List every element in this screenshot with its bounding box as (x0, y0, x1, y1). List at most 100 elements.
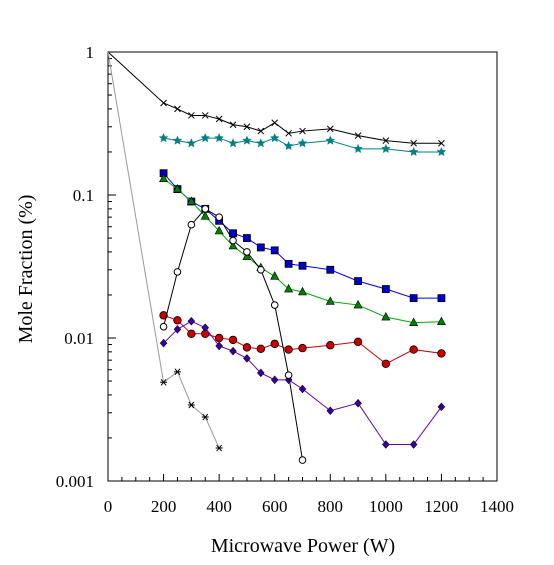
y-tick-label: 1 (86, 43, 95, 62)
data-point (271, 119, 279, 127)
data-point (382, 137, 390, 144)
x-tick-label: 600 (262, 497, 288, 516)
data-point (201, 205, 210, 213)
y-tick-label: 0.1 (73, 186, 94, 205)
data-point (381, 285, 390, 293)
data-point (229, 229, 237, 238)
data-point (172, 135, 183, 145)
data-point (353, 299, 363, 309)
y-axis-title: Mole Fraction (%) (15, 195, 37, 344)
x-tick-label: 1400 (480, 497, 514, 516)
data-point (228, 138, 238, 148)
data-point (255, 138, 266, 148)
data-point (437, 349, 446, 358)
data-point (284, 345, 293, 354)
data-point (283, 140, 294, 151)
data-point (242, 135, 252, 145)
data-point (201, 112, 209, 119)
data-point (215, 115, 223, 123)
data-point (269, 132, 280, 143)
data-point (215, 341, 223, 351)
data-point (187, 401, 195, 409)
x-tick-label: 800 (318, 497, 344, 516)
data-point (243, 354, 251, 363)
data-point (298, 384, 307, 394)
data-point (438, 139, 445, 147)
data-point (325, 296, 335, 305)
plot-area: 0 200 400 600 800 1000 1200 1400 1 0.1 0.01 0.001 (56, 43, 514, 516)
data-point (214, 333, 224, 343)
data-point (160, 99, 167, 107)
data-point (409, 317, 419, 326)
data-point (270, 339, 279, 349)
data-point (299, 127, 306, 135)
data-point (173, 268, 182, 276)
data-point (160, 378, 168, 386)
data-point (437, 294, 446, 303)
data-point (298, 456, 307, 464)
data-point (284, 259, 293, 268)
data-point (158, 132, 169, 143)
data-point (326, 125, 334, 133)
x-tick-label: 1000 (369, 497, 403, 516)
data-point (214, 132, 225, 143)
data-point (298, 261, 307, 270)
data-point (159, 322, 168, 331)
data-point (270, 301, 279, 309)
data-point (201, 413, 209, 421)
x-axis-title: Microwave Power (W) (211, 535, 395, 557)
data-point (325, 135, 336, 145)
y-tick-label: 0.001 (56, 472, 94, 491)
data-point (200, 211, 210, 220)
data-point (174, 105, 181, 113)
data-point (354, 398, 362, 408)
data-point (187, 316, 196, 326)
data-point (285, 129, 292, 137)
data-point (437, 402, 446, 412)
x-tick-label: 400 (206, 497, 232, 516)
data-point (173, 368, 181, 376)
series-line (163, 172, 442, 299)
y-tick-label: 0.01 (64, 329, 94, 348)
data-point (409, 294, 418, 303)
data-point (354, 277, 362, 285)
data-point (200, 132, 211, 143)
data-point (188, 112, 195, 119)
data-point (353, 337, 363, 347)
data-point (297, 138, 308, 148)
data-point (159, 173, 169, 183)
data-point (270, 375, 279, 385)
data-point (409, 440, 418, 449)
data-point (256, 243, 265, 252)
data-point (270, 271, 280, 280)
data-point (172, 183, 182, 193)
data-point (298, 343, 307, 353)
data-point (159, 338, 168, 348)
data-point (215, 444, 223, 452)
data-point (436, 316, 446, 326)
data-point (256, 344, 266, 354)
x-tick-label: 200 (151, 497, 177, 516)
data-point (381, 311, 391, 321)
data-point (284, 283, 294, 293)
series-line (163, 137, 442, 153)
data-point (243, 248, 251, 256)
data-point (326, 406, 335, 416)
data-point (354, 132, 362, 140)
data-point (270, 246, 279, 255)
series-line (107, 51, 220, 449)
series-line (163, 314, 442, 365)
data-point (298, 286, 307, 296)
data-point (229, 121, 237, 129)
x-tick-label: 0 (104, 497, 113, 516)
data-point (326, 341, 335, 350)
data-point (186, 138, 197, 148)
x-tick-label: 1200 (424, 497, 458, 516)
data-point (229, 346, 237, 356)
data-point (257, 265, 265, 274)
data-point (353, 143, 363, 154)
series-line (107, 51, 442, 144)
data-point (187, 329, 196, 338)
data-point (229, 236, 237, 245)
data-point (382, 440, 390, 449)
